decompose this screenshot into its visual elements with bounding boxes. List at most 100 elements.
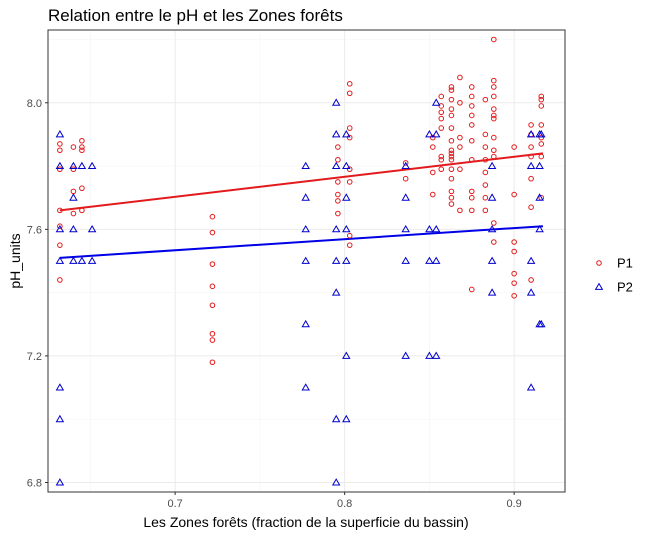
trend-layer: [59, 152, 544, 259]
data-point-p1: [468, 286, 475, 293]
data-point-p1: [538, 141, 545, 147]
data-point-p1: [491, 153, 497, 160]
data-point-p1: [468, 84, 475, 90]
data-point-p1: [402, 175, 409, 182]
data-point-p1: [468, 156, 475, 163]
legend: P1 P2: [594, 256, 633, 295]
data-point-p1: [538, 103, 545, 109]
data-point-p2: [526, 288, 536, 296]
data-point-p1: [429, 191, 436, 198]
data-point-p1: [491, 115, 497, 122]
data-point-p1: [511, 144, 517, 150]
data-point-p1: [438, 156, 445, 163]
data-point-p2: [342, 256, 351, 264]
data-point-p2: [55, 129, 65, 138]
data-point-p2: [537, 129, 546, 138]
legend-key-p2: [594, 282, 604, 290]
data-point-p1: [448, 87, 455, 93]
data-point-p2: [342, 351, 351, 359]
chart-title: Relation entre le pH et les Zones forêts: [48, 6, 343, 25]
data-point-p1: [346, 242, 353, 248]
data-point-p1: [335, 156, 341, 163]
data-point-p1: [468, 112, 475, 119]
data-point-p2: [301, 161, 310, 169]
data-point-p1: [209, 283, 216, 290]
data-point-p2: [526, 383, 536, 391]
data-point-p1: [511, 191, 517, 198]
data-point-p2: [342, 129, 351, 138]
data-point-p1: [482, 194, 489, 201]
data-point-p1: [448, 153, 455, 160]
data-point-p2: [55, 478, 65, 486]
data-point-p1: [482, 144, 489, 150]
data-point-p2: [342, 161, 351, 169]
data-point-p1: [346, 80, 353, 87]
points-layer: [55, 36, 546, 486]
data-point-p2: [55, 161, 65, 169]
data-point-p1: [491, 106, 497, 112]
data-point-p1: [468, 194, 475, 201]
data-point-p2: [342, 414, 351, 423]
data-point-p1: [448, 96, 455, 103]
data-point-p1: [438, 109, 445, 116]
data-point-p1: [528, 153, 534, 160]
data-point-p1: [429, 169, 436, 176]
x-tick-label: 0.9: [506, 498, 521, 510]
data-point-p1: [491, 93, 497, 100]
data-point-p1: [79, 137, 85, 144]
data-point-p1: [448, 137, 455, 144]
data-point-p2: [69, 225, 78, 233]
data-point-p2: [77, 161, 87, 169]
data-point-p1: [79, 144, 85, 150]
data-point-p2: [301, 225, 310, 233]
data-point-p2: [87, 256, 97, 264]
x-tick-label: 0.8: [337, 498, 352, 510]
data-point-p2: [425, 256, 434, 264]
data-point-p1: [57, 147, 63, 154]
data-point-p1: [335, 191, 341, 198]
data-point-p1: [482, 156, 489, 163]
data-point-p2: [301, 319, 310, 328]
data-point-p1: [448, 150, 455, 157]
legend-label-p2: P2: [617, 280, 633, 295]
data-point-p2: [331, 98, 341, 106]
data-point-p2: [331, 256, 341, 264]
data-point-p2: [487, 225, 497, 233]
data-point-p1: [491, 134, 497, 141]
y-axis-title: pH_units: [7, 233, 23, 288]
data-point-p1: [482, 207, 489, 214]
data-point-p2: [401, 256, 410, 264]
data-point-p1: [70, 144, 77, 150]
data-point-p1: [448, 147, 455, 154]
data-point-p1: [346, 166, 353, 173]
data-point-p1: [402, 160, 409, 166]
data-point-p2: [69, 193, 78, 201]
axis-layer: 0.7 0.8 0.9 6.8 7.2 7.6 8.0: [27, 98, 522, 510]
data-point-p1: [448, 166, 455, 173]
data-point-p1: [448, 106, 455, 112]
data-point-p2: [401, 161, 410, 169]
data-point-p1: [209, 229, 216, 236]
data-point-p1: [468, 137, 475, 144]
data-point-p1: [209, 330, 216, 337]
data-point-p1: [457, 144, 463, 150]
data-point-p1: [468, 207, 475, 214]
data-point-p1: [482, 96, 489, 103]
data-point-p1: [438, 115, 445, 122]
data-point-p1: [528, 122, 534, 128]
data-point-p1: [448, 84, 455, 90]
data-point-p2: [55, 414, 65, 423]
data-point-p2: [431, 351, 441, 359]
data-point-p1: [335, 144, 341, 150]
legend-key-p1: [596, 260, 602, 266]
data-point-p2: [87, 161, 97, 169]
data-point-p2: [431, 129, 441, 138]
data-point-p2: [331, 414, 341, 423]
data-point-p1: [482, 182, 489, 188]
data-point-p1: [57, 207, 63, 214]
data-point-p2: [425, 129, 434, 138]
data-point-p2: [401, 351, 410, 359]
data-point-p1: [468, 188, 475, 195]
data-point-p1: [491, 220, 497, 226]
data-point-p1: [346, 125, 353, 131]
